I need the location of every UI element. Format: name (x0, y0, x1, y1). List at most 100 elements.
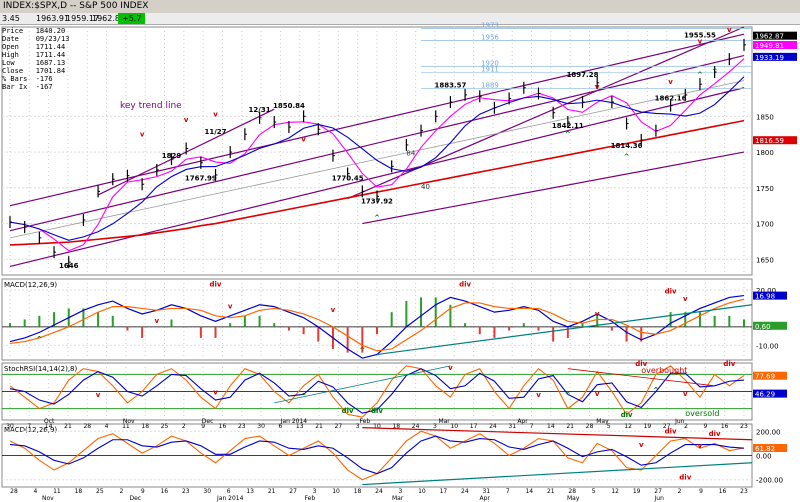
price-axis-label: 1750 (756, 185, 774, 193)
bottom-tick-label: 9 (699, 488, 703, 495)
bottom-tick-label: 2 (678, 488, 682, 495)
caret-marker: ^ (36, 336, 42, 344)
div-label: div (709, 430, 721, 438)
macd2-support-line (362, 462, 753, 486)
small-label: 84 (406, 150, 415, 158)
channel-line-bottom (362, 151, 745, 225)
div-label: div (635, 360, 647, 368)
v-marker: v (595, 310, 600, 318)
div-label: div (723, 360, 735, 368)
x-month-label: Oct (44, 418, 55, 425)
x-tick-label: 10 (450, 423, 458, 430)
macd2-title: MACD(12,26,9) (4, 426, 57, 434)
x-tick-label: 27 (663, 423, 671, 430)
div-label: div (679, 474, 691, 482)
fib-label: 1889 (481, 81, 499, 89)
zoom-value: 3.45 (2, 14, 20, 23)
price-tag-bg (753, 41, 797, 50)
price-tag-bg (753, 52, 797, 61)
caret-marker: ^ (653, 387, 659, 395)
bottom-tick-label: 21 (268, 488, 276, 495)
fib-label: 1920 (481, 59, 499, 67)
oversold-label: oversold (685, 409, 719, 418)
x-tick-label: 28 (83, 423, 91, 430)
bottom-month-label: Jun (654, 495, 665, 502)
x-tick-label: 2 (182, 423, 186, 430)
price-annotation: 1770.45 (332, 175, 364, 183)
bottom-tick-label: 27 (289, 488, 297, 495)
x-tick-label: 28 (586, 423, 594, 430)
bottom-tick-label: 24 (461, 488, 469, 495)
x-tick-label: 2 (684, 423, 688, 430)
x-tick-label: 16 (721, 423, 729, 430)
bottom-tick-label: 12 (611, 488, 619, 495)
bottom-tick-label: 11 (53, 488, 61, 495)
x-tick-label: 18 (392, 423, 400, 430)
v-marker: v (331, 306, 336, 314)
price-annotation: 1897.28 (567, 71, 599, 79)
price-annotation: 1955.55 (684, 32, 716, 40)
price-tag: 1949.81 (755, 42, 784, 50)
macd2-axis-label: 0.00 (756, 453, 772, 461)
x-tick-label: 30 (6, 423, 14, 430)
v-marker: v (301, 135, 306, 143)
ma-fast-line (9, 58, 745, 252)
macd-axis-label: 20.00 (756, 287, 776, 295)
macd2-signal-line (9, 435, 745, 475)
bottom-tick-label: 25 (96, 488, 104, 495)
overbought-label: overbought (641, 366, 687, 375)
price-tag: 1962.87 (755, 33, 784, 41)
quote-1: 1963.91 (36, 14, 70, 23)
div-label: div (342, 407, 354, 415)
x-month-label: May (596, 418, 609, 425)
x-tick-label: 3 (356, 423, 360, 430)
macd-tag: 16.98 (755, 293, 775, 301)
bottom-tick-label: 16 (719, 488, 727, 495)
x-tick-label: 17 (470, 423, 478, 430)
stoch-tag: 77.69 (755, 373, 775, 381)
macd-tag-bg (753, 321, 787, 330)
div-label: div (371, 407, 383, 415)
macd2-resistance-line (362, 427, 753, 441)
bottom-month-label: Jan 2014 (216, 495, 244, 502)
stoch-tag-bg (753, 371, 787, 380)
gray-trend-line (9, 80, 745, 239)
channel-line-mid (9, 55, 745, 232)
x-tick-label: 14 (45, 423, 53, 430)
x-tick-label: 31 (508, 423, 516, 430)
bottom-tick-label: 27 (654, 488, 662, 495)
v-marker: v (698, 37, 703, 45)
v-marker: v (683, 390, 688, 398)
x-tick-label: 25 (161, 423, 169, 430)
bottom-tick-label: 23 (740, 488, 748, 495)
x-tick-label: 18 (141, 423, 149, 430)
x-tick-label: 4 (105, 423, 109, 430)
macd-axis-label: -10.00 (756, 342, 779, 350)
info-row: % Bars -176 (2, 75, 53, 83)
info-row: Close 1701.84 (2, 67, 66, 75)
x-month-label: Jan 2014 (280, 418, 308, 425)
bottom-tick-label: 17 (440, 488, 448, 495)
price-tag: 1816.59 (755, 137, 784, 145)
bottom-tick-label: 18 (354, 488, 362, 495)
bottom-tick-label: 10 (332, 488, 340, 495)
fib-label: 1911 (481, 66, 499, 74)
price-tag-bg (753, 31, 797, 40)
info-row: Price 1840.20 (2, 27, 66, 35)
price-annotation: 12/31 (249, 106, 271, 114)
macd2-axis-label: 200.00 (756, 428, 781, 436)
x-tick-label: 21 (64, 423, 72, 430)
macd-title: MACD(12,26,9) (4, 281, 57, 289)
price-annotation: 11/27 (204, 128, 226, 136)
caret-marker: ^ (374, 214, 380, 222)
x-tick-label: 9 (201, 423, 205, 430)
div-label: div (665, 428, 677, 436)
stoch-trend-line (274, 365, 451, 404)
quote-3: 1962.87 (92, 14, 126, 23)
v-marker: v (228, 302, 233, 310)
price-axis-label: 1850 (756, 113, 774, 121)
price-annotation: 1829 (162, 152, 182, 160)
price-annotation: 1850.84 (273, 102, 305, 110)
div-label: div (210, 280, 222, 288)
